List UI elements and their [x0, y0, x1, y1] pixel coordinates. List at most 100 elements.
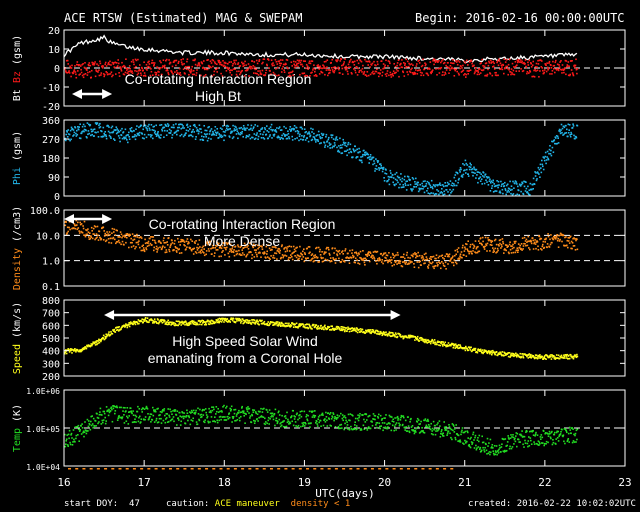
data-point — [275, 419, 277, 422]
data-point — [202, 66, 205, 69]
data-point — [154, 133, 157, 135]
data-point — [270, 416, 272, 418]
data-point — [240, 411, 243, 413]
data-point — [248, 128, 250, 131]
data-point — [203, 60, 205, 62]
data-point — [68, 138, 70, 141]
data-point — [189, 322, 191, 324]
data-point — [442, 264, 445, 267]
data-point — [445, 69, 448, 71]
data-point — [257, 138, 259, 140]
data-point — [299, 410, 302, 413]
data-point — [245, 319, 247, 321]
data-point — [286, 137, 289, 140]
data-point — [65, 438, 68, 440]
data-point — [477, 181, 479, 184]
data-point — [365, 151, 367, 153]
data-point — [140, 320, 143, 323]
data-point — [65, 59, 68, 62]
data-point — [230, 408, 232, 411]
data-point — [191, 130, 193, 133]
data-point — [265, 72, 267, 74]
data-point — [163, 321, 165, 323]
data-point — [416, 181, 419, 184]
data-point — [153, 321, 155, 324]
data-point — [245, 407, 248, 409]
data-point — [333, 328, 336, 331]
data-point — [80, 132, 83, 135]
data-point — [110, 242, 113, 244]
data-point — [246, 69, 249, 71]
data-point — [394, 335, 396, 338]
data-point — [83, 220, 86, 223]
data-point — [387, 175, 390, 178]
data-point — [476, 351, 479, 354]
data-point — [243, 321, 245, 324]
data-point — [221, 411, 223, 413]
data-point — [335, 249, 338, 252]
data-point — [404, 64, 406, 66]
data-point — [553, 139, 556, 141]
data-point — [416, 255, 419, 258]
data-point — [267, 137, 269, 140]
data-point — [81, 427, 84, 429]
data-point — [158, 68, 161, 70]
data-point — [465, 162, 468, 165]
data-point — [139, 125, 142, 128]
data-point — [316, 139, 319, 141]
data-point — [274, 73, 276, 76]
data-point — [550, 149, 552, 152]
data-point — [64, 68, 66, 71]
data-point — [441, 261, 443, 263]
data-point — [92, 233, 94, 235]
data-point — [504, 352, 506, 354]
data-point — [143, 137, 145, 140]
data-point — [551, 146, 554, 149]
data-point — [383, 66, 386, 68]
data-point — [422, 256, 424, 258]
data-point — [437, 256, 440, 259]
data-point — [68, 429, 71, 432]
data-point — [253, 61, 256, 63]
data-point — [244, 320, 247, 323]
data-point — [490, 350, 493, 352]
data-point — [357, 62, 360, 65]
data-point — [79, 65, 82, 67]
data-point — [351, 249, 354, 251]
data-point — [542, 357, 545, 359]
data-point — [286, 411, 288, 414]
data-point — [304, 60, 306, 62]
data-point — [73, 438, 75, 441]
data-point — [187, 241, 190, 243]
data-point — [102, 337, 105, 339]
data-point — [448, 72, 450, 74]
data-point — [357, 262, 359, 264]
data-point — [341, 143, 344, 146]
y-axis-label-part: Bt — [12, 89, 23, 101]
data-point — [414, 336, 417, 338]
data-point — [140, 236, 142, 238]
data-point — [87, 430, 89, 432]
data-point — [316, 246, 318, 249]
data-point — [288, 322, 290, 325]
data-point — [567, 358, 569, 360]
data-point — [207, 59, 209, 61]
data-point — [559, 232, 562, 235]
data-point — [485, 176, 488, 178]
data-point — [477, 71, 480, 73]
data-point — [236, 70, 238, 73]
data-point — [434, 60, 436, 62]
data-point — [149, 237, 151, 240]
data-point — [189, 71, 192, 73]
data-point — [276, 422, 279, 425]
data-point — [115, 326, 118, 329]
data-point — [337, 251, 340, 253]
data-point — [413, 266, 416, 268]
data-point — [159, 60, 161, 62]
data-point — [215, 68, 218, 70]
data-point — [295, 64, 298, 66]
data-point — [90, 226, 93, 229]
data-point — [238, 417, 241, 419]
data-point — [442, 58, 444, 61]
data-point — [512, 180, 514, 183]
